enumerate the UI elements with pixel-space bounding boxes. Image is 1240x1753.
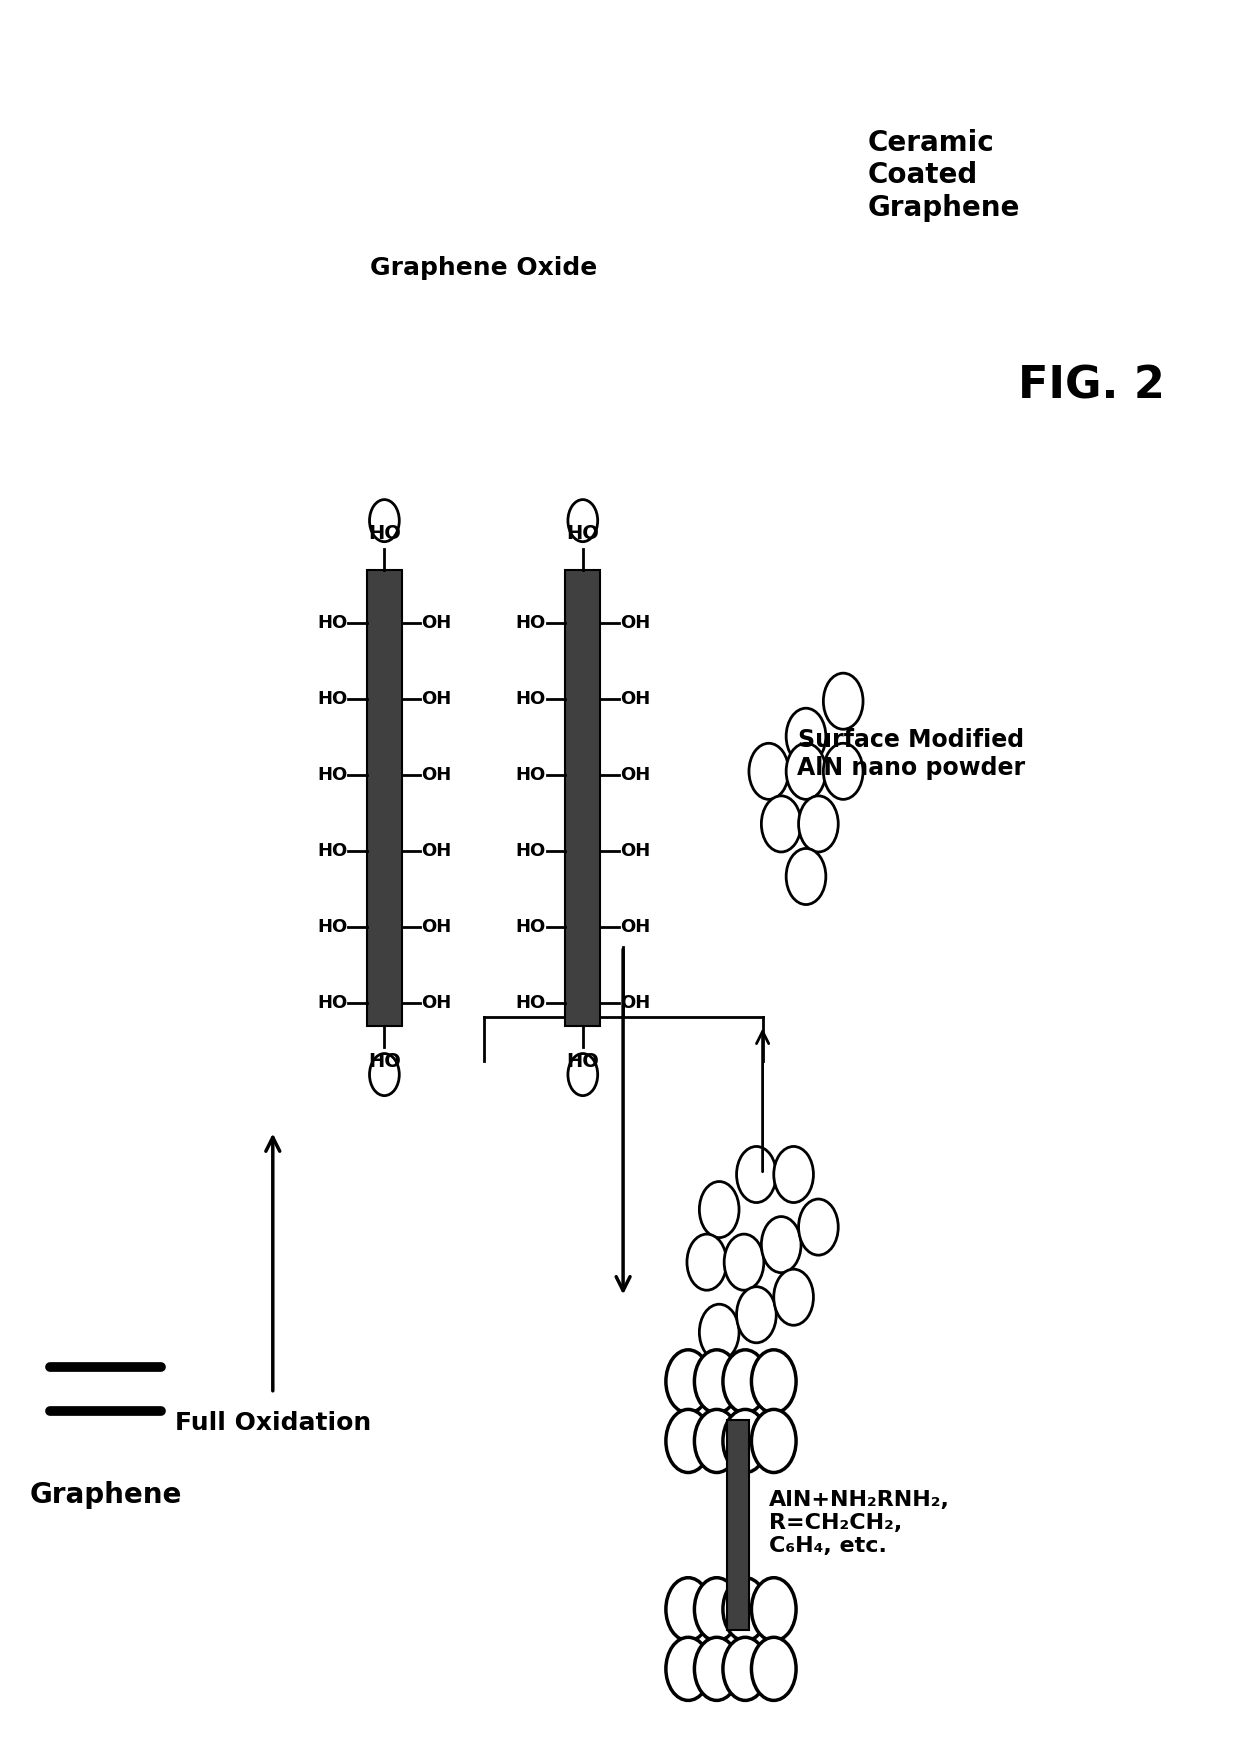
Text: OH: OH: [422, 766, 451, 784]
Circle shape: [370, 500, 399, 542]
Bar: [565, 570, 600, 1026]
Text: HO: HO: [516, 841, 546, 859]
Text: HO: HO: [516, 994, 546, 1011]
Circle shape: [786, 708, 826, 764]
Text: OH: OH: [422, 841, 451, 859]
Circle shape: [568, 500, 598, 542]
Text: OH: OH: [422, 614, 451, 631]
Circle shape: [751, 1409, 796, 1473]
Circle shape: [751, 1637, 796, 1700]
Circle shape: [799, 796, 838, 852]
Text: HO: HO: [317, 919, 347, 936]
Circle shape: [751, 1578, 796, 1641]
Text: HO: HO: [368, 524, 401, 543]
Circle shape: [723, 1350, 768, 1413]
Circle shape: [786, 743, 826, 799]
Text: OH: OH: [620, 614, 650, 631]
Circle shape: [687, 1234, 727, 1290]
Circle shape: [694, 1409, 739, 1473]
Text: HO: HO: [516, 691, 546, 708]
Text: HO: HO: [516, 614, 546, 631]
Circle shape: [774, 1269, 813, 1325]
Text: HO: HO: [317, 841, 347, 859]
Text: Graphene Oxide: Graphene Oxide: [370, 256, 598, 280]
Circle shape: [749, 743, 789, 799]
Circle shape: [774, 1146, 813, 1203]
Text: Ceramic
Coated
Graphene: Ceramic Coated Graphene: [868, 130, 1021, 221]
Circle shape: [823, 673, 863, 729]
Circle shape: [737, 1146, 776, 1203]
Text: FIG. 2: FIG. 2: [1018, 365, 1164, 407]
Circle shape: [761, 1217, 801, 1273]
Circle shape: [694, 1637, 739, 1700]
Text: OH: OH: [422, 919, 451, 936]
Circle shape: [694, 1578, 739, 1641]
Text: Surface Modified
AlN nano powder: Surface Modified AlN nano powder: [797, 727, 1025, 780]
Text: OH: OH: [422, 994, 451, 1011]
Circle shape: [724, 1234, 764, 1290]
Circle shape: [751, 1350, 796, 1413]
Text: HO: HO: [516, 766, 546, 784]
Circle shape: [723, 1578, 768, 1641]
Text: HO: HO: [317, 614, 347, 631]
Text: HO: HO: [368, 1052, 401, 1071]
Circle shape: [761, 796, 801, 852]
Text: AlN+NH₂RNH₂,
R=CH₂CH₂,
C₆H₄, etc.: AlN+NH₂RNH₂, R=CH₂CH₂, C₆H₄, etc.: [769, 1490, 950, 1557]
Text: HO: HO: [516, 919, 546, 936]
Text: OH: OH: [620, 919, 650, 936]
Circle shape: [666, 1350, 711, 1413]
Text: HO: HO: [317, 994, 347, 1011]
Circle shape: [737, 1287, 776, 1343]
Circle shape: [370, 1054, 399, 1096]
Circle shape: [723, 1637, 768, 1700]
Text: Graphene: Graphene: [30, 1481, 181, 1509]
Circle shape: [723, 1409, 768, 1473]
Circle shape: [568, 1054, 598, 1096]
Circle shape: [699, 1304, 739, 1360]
Text: HO: HO: [317, 766, 347, 784]
Circle shape: [699, 1182, 739, 1238]
Text: OH: OH: [620, 766, 650, 784]
Circle shape: [666, 1409, 711, 1473]
Bar: [727, 1420, 749, 1630]
Text: Full Oxidation: Full Oxidation: [175, 1411, 371, 1436]
Circle shape: [666, 1637, 711, 1700]
Text: HO: HO: [567, 524, 599, 543]
Text: OH: OH: [620, 841, 650, 859]
Circle shape: [799, 1199, 838, 1255]
Bar: [367, 570, 402, 1026]
Text: HO: HO: [567, 1052, 599, 1071]
Circle shape: [694, 1350, 739, 1413]
Circle shape: [786, 848, 826, 905]
Text: OH: OH: [422, 691, 451, 708]
Circle shape: [666, 1578, 711, 1641]
Text: OH: OH: [620, 691, 650, 708]
Text: HO: HO: [317, 691, 347, 708]
Circle shape: [724, 1357, 764, 1413]
Text: OH: OH: [620, 994, 650, 1011]
Circle shape: [823, 743, 863, 799]
